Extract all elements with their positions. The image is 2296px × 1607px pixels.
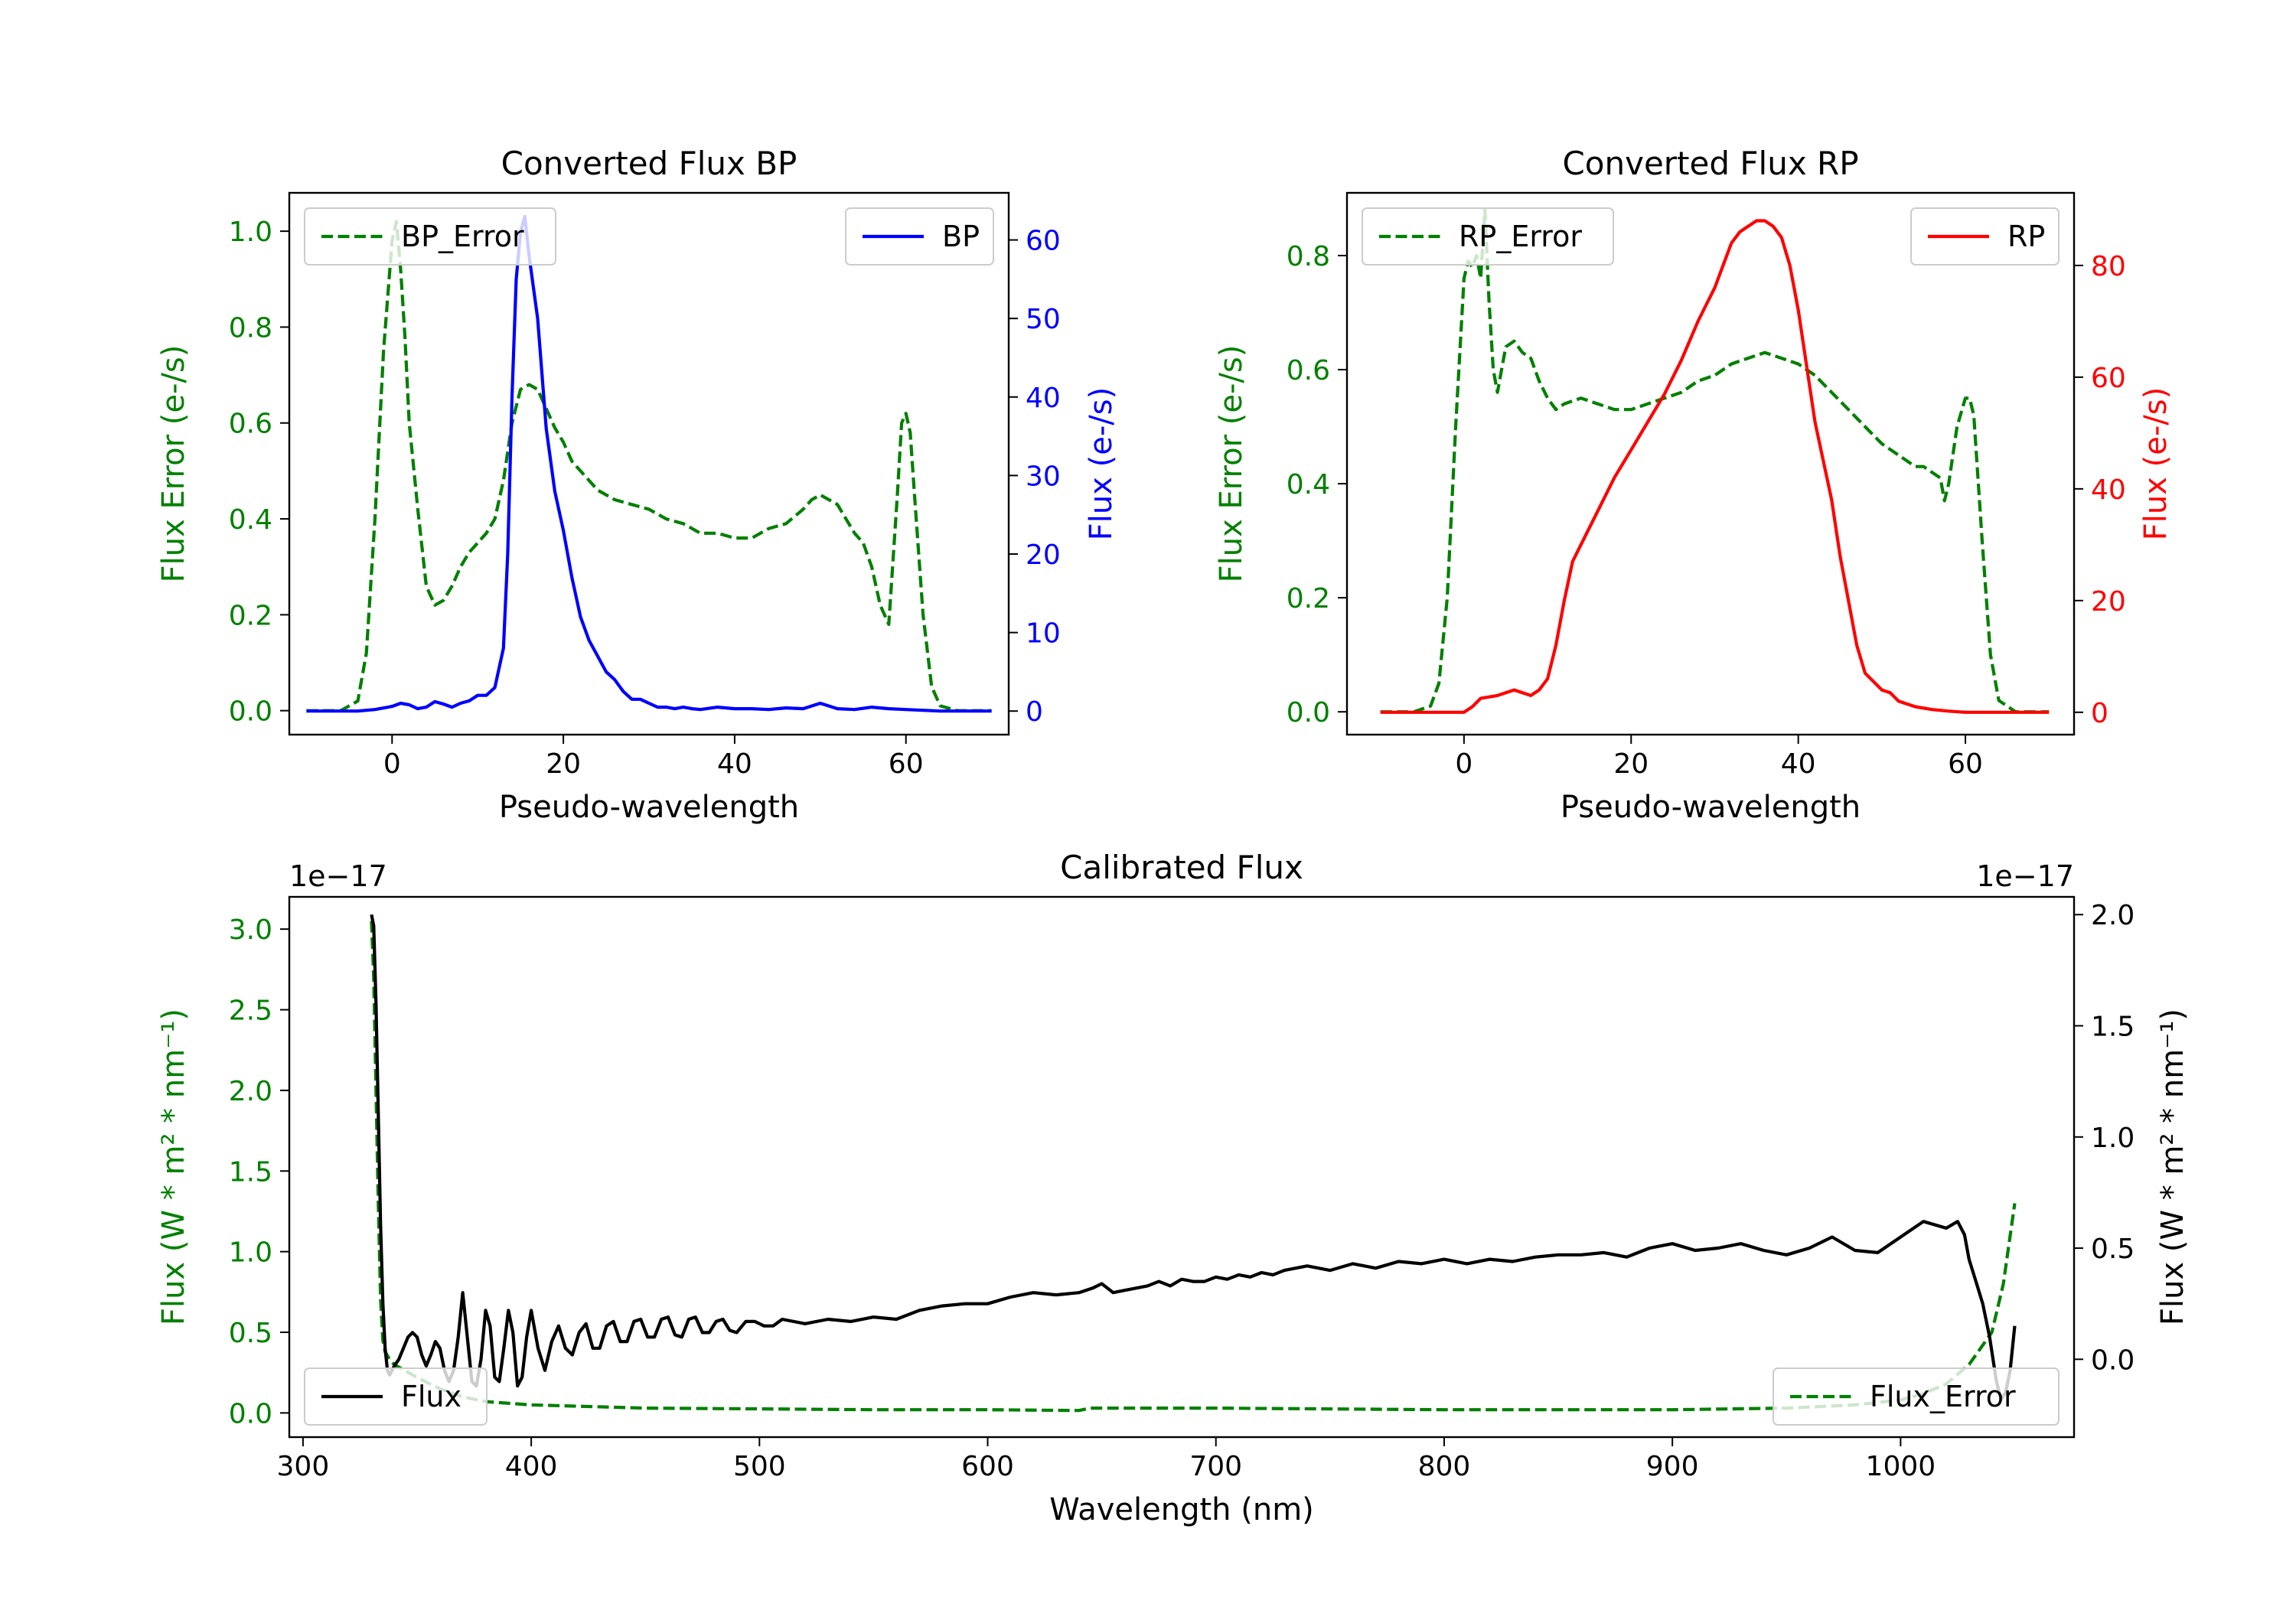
cal-legend-right-box (1773, 1367, 2060, 1426)
bp-y-left-tick-label: 0.0 (229, 696, 272, 728)
panel-converted-flux-bp: Converted Flux BP 0 20 40 60 Pseudo-wavelengt… (156, 145, 1119, 825)
bp-y-right-axis-label: Flux (e-/s) (1084, 387, 1119, 540)
rp-x-tick-label: 20 (1613, 748, 1649, 780)
cal-x-tick-label: 800 (1418, 1451, 1471, 1482)
bp-y-left-tick-label: 0.8 (229, 312, 272, 344)
cal-legend-left-box (304, 1367, 488, 1426)
rp-y-left-tick-label: 0.8 (1287, 241, 1330, 272)
cal-x-tick-label: 300 (277, 1451, 330, 1482)
cal-title: Calibrated Flux (1060, 849, 1303, 886)
rp-y-right-axis-label: Flux (e-/s) (2138, 387, 2174, 540)
bp-axes-frame (288, 191, 1010, 736)
rp-x-tick-label: 0 (1455, 748, 1473, 780)
cal-y-left-tick-label: 0.5 (229, 1318, 272, 1349)
bp-y-right-tick-label: 60 (1026, 226, 1061, 257)
bp-y-left-axis-label: Flux Error (e-/s) (156, 345, 191, 583)
cal-y-right-axis-label: Flux (W * m² * nm⁻¹) (2155, 1009, 2190, 1325)
rp-series-rp-error-line (1380, 208, 2050, 714)
rp-series-rp-line (1380, 219, 2050, 714)
cal-y-left-tick-label: 1.5 (229, 1156, 272, 1188)
cal-y-right-tick-label: 1.5 (2091, 1012, 2135, 1043)
bp-legend-right-label: BP (942, 220, 980, 253)
cal-series-flux-line (370, 914, 2017, 1401)
bp-y-left-tick-label: 0.6 (229, 409, 272, 440)
cal-y-right-tick-label: 0.0 (2091, 1345, 2135, 1376)
bp-legend-left: BP_Error (304, 207, 556, 266)
rp-legend-left-box (1362, 207, 1614, 266)
cal-y-right-tick-label: 1.0 (2091, 1123, 2135, 1154)
cal-offset-left: 1e−17 (289, 859, 387, 893)
cal-legend-right: Flux_Error (1773, 1367, 2060, 1426)
bp-y-right-tick-label: 0 (1026, 696, 1043, 728)
bp-series-bp-line (306, 214, 992, 713)
rp-title: Converted Flux RP (1562, 145, 1858, 182)
cal-x-tick-label: 600 (961, 1451, 1014, 1482)
rp-y-left-axis-label: Flux Error (e-/s) (1214, 345, 1249, 583)
rp-y-right-tick-label: 80 (2091, 251, 2126, 282)
rp-legend-right-label: RP (2007, 220, 2045, 253)
rp-y-right-tick-label: 0 (2091, 698, 2108, 729)
bp-y-right-tick-label: 40 (1026, 383, 1061, 414)
panel-converted-flux-rp: Converted Flux RP 0 20 40 60 Pseudo-wavelengt… (1214, 145, 2174, 825)
cal-x-tick-label: 900 (1646, 1451, 1699, 1482)
rp-legend-left-label: RP_Error (1459, 220, 1582, 253)
rp-y-right-tick-label: 40 (2091, 474, 2126, 506)
rp-y-left-tick-label: 0.0 (1287, 697, 1330, 729)
rp-legend-right: RP (1910, 207, 2060, 266)
cal-y-left-axis-label: Flux (W * m² * nm⁻¹) (156, 1009, 191, 1325)
rp-x-tick-label: 60 (1948, 748, 1983, 780)
cal-x-tick-label: 700 (1189, 1451, 1242, 1482)
cal-axes-frame (288, 895, 2076, 1439)
bp-y-left-tick-label: 0.2 (229, 600, 272, 631)
cal-y-left-tick-label: 3.0 (229, 914, 272, 946)
rp-y-left-tick-label: 0.6 (1287, 355, 1330, 386)
bp-x-tick-label: 20 (546, 748, 581, 780)
cal-y-right-tick-label: 0.5 (2091, 1234, 2135, 1265)
bp-x-tick-label: 0 (383, 748, 401, 780)
cal-x-tick-label: 500 (733, 1451, 786, 1482)
bp-y-right-tick-label: 30 (1026, 461, 1061, 492)
cal-x-axis-label: Wavelength (nm) (1049, 1492, 1314, 1527)
cal-legend-left: Flux (304, 1367, 488, 1426)
rp-y-right-tick-label: 60 (2091, 363, 2126, 394)
cal-legend-right-label: Flux_Error (1870, 1380, 2016, 1413)
bp-y-left-tick-label: 1.0 (229, 217, 272, 248)
bp-x-tick-label: 40 (717, 748, 752, 780)
cal-y-left-tick-label: 2.5 (229, 996, 272, 1027)
rp-y-left-tick-label: 0.2 (1287, 583, 1330, 614)
cal-y-left-tick-label: 2.0 (229, 1076, 272, 1107)
rp-y-right-tick-label: 20 (2091, 586, 2126, 618)
rp-x-axis-label: Pseudo-wavelength (1561, 790, 1861, 825)
cal-x-tick-label: 400 (505, 1451, 558, 1482)
cal-y-left-tick-label: 1.0 (229, 1237, 272, 1269)
cal-legend-left-label: Flux (401, 1380, 461, 1413)
panel-calibrated-flux: Calibrated Flux 300 400 500 600 700 800 900 1000… (156, 849, 2190, 1527)
cal-y-left-tick-label: 0.0 (229, 1398, 272, 1429)
cal-x-tick-label: 1000 (1866, 1451, 1936, 1482)
bp-x-tick-label: 60 (889, 748, 924, 780)
cal-y-right-tick-label: 2.0 (2091, 900, 2135, 931)
rp-y-left-tick-label: 0.4 (1287, 469, 1330, 500)
bp-y-right-tick-label: 10 (1026, 618, 1061, 650)
bp-y-left-tick-label: 0.4 (229, 504, 272, 536)
bp-title: Converted Flux BP (501, 145, 797, 182)
bp-y-right-tick-label: 50 (1026, 304, 1061, 335)
bp-series-bp-error-line (306, 220, 992, 712)
bp-x-axis-label: Pseudo-wavelength (499, 790, 799, 825)
bp-y-right-tick-label: 20 (1026, 539, 1061, 571)
bp-legend-left-box (304, 207, 556, 266)
cal-offset-right: 1e−17 (1976, 859, 2074, 893)
rp-legend-left: RP_Error (1362, 207, 1614, 266)
rp-axes-frame (1345, 191, 2076, 736)
bp-legend-left-label: BP_Error (401, 220, 524, 253)
rp-x-tick-label: 40 (1781, 748, 1816, 780)
bp-legend-right: BP (845, 207, 994, 266)
